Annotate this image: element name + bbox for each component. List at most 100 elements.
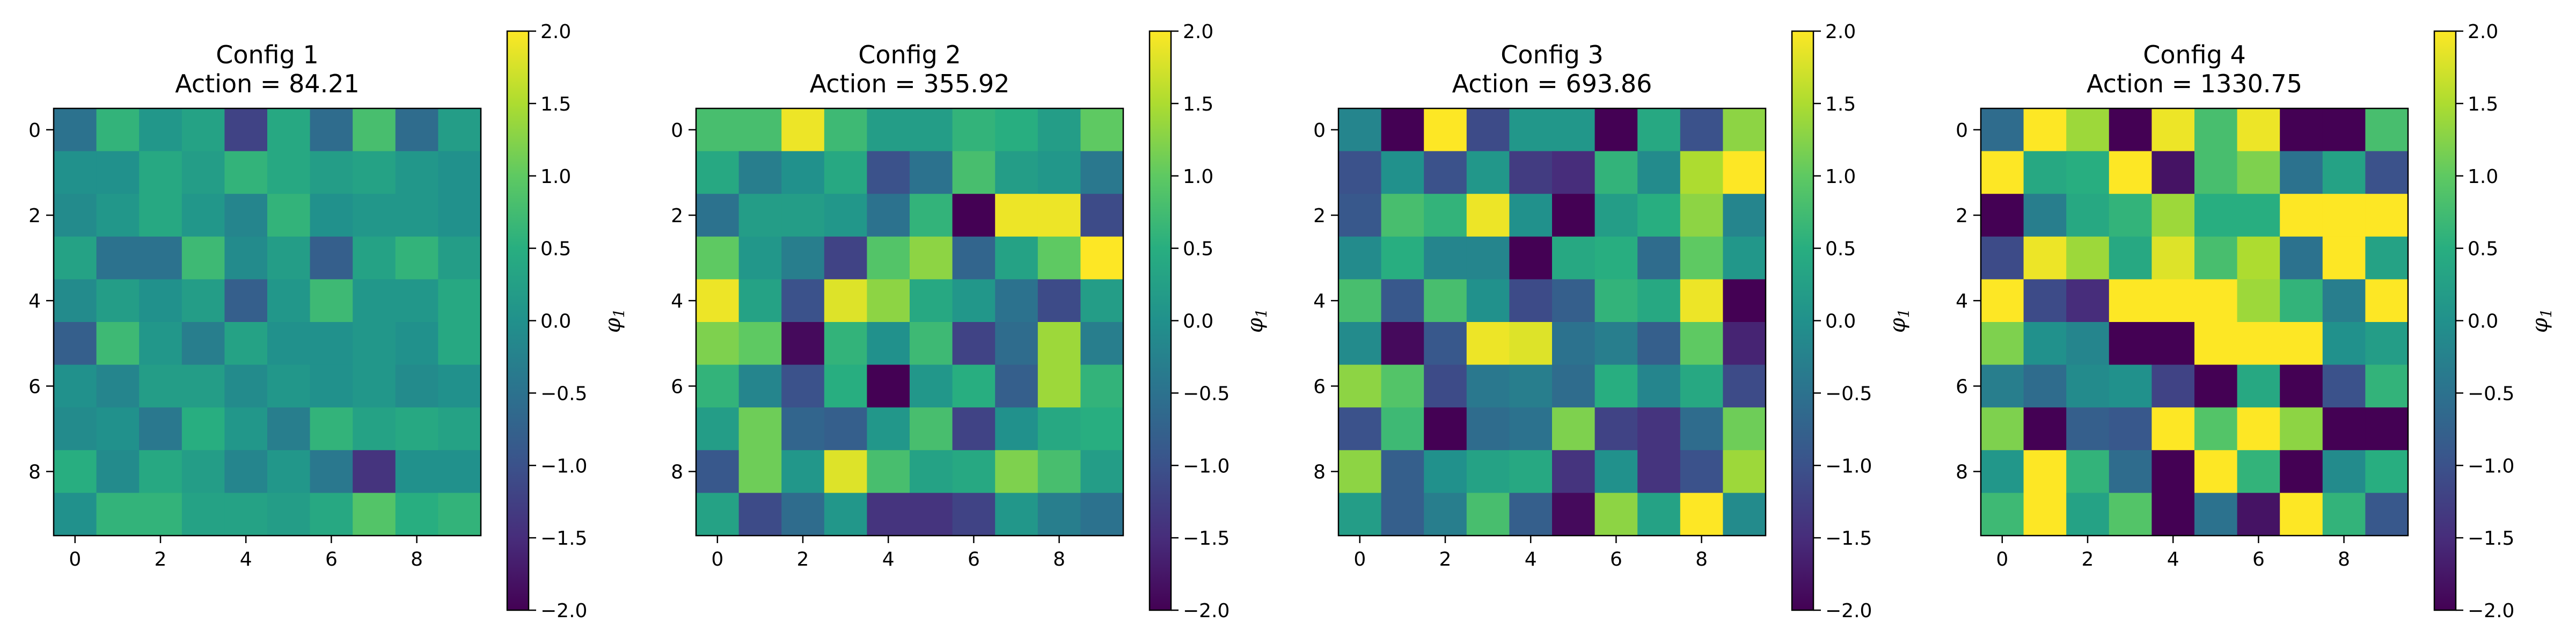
heatmap-cell (1509, 322, 1553, 365)
heatmap-cell (1981, 450, 2024, 493)
heatmap-cell (54, 279, 97, 323)
heatmap-cell (995, 108, 1038, 152)
heatmap-cell (2023, 151, 2067, 194)
colorbar-tick-label: −1.5 (1183, 528, 1230, 550)
heatmap-cell (1552, 108, 1596, 152)
heatmap-cell (224, 194, 268, 237)
heatmap-cell (1381, 279, 1424, 323)
heatmap-cell (1424, 194, 1467, 237)
heatmap-cell (2237, 322, 2280, 365)
x-tick-label: 2 (155, 548, 167, 570)
heatmap-cell (1723, 450, 1766, 493)
heatmap-cell (867, 493, 910, 536)
heatmap-cell (224, 364, 268, 408)
heatmap-cell (1680, 407, 1723, 451)
heatmap-cell (1594, 194, 1638, 237)
heatmap-cell (2280, 493, 2323, 536)
heatmap-cell (2237, 108, 2280, 152)
heatmap-cell (2237, 407, 2280, 451)
heatmap-cell (910, 450, 953, 493)
axes-frame (1337, 107, 1767, 537)
heatmap-cell (824, 364, 867, 408)
heatmap-cell (2066, 236, 2110, 280)
heatmap-cell (2151, 108, 2195, 152)
heatmap-cell (738, 151, 782, 194)
heatmap-cell (54, 194, 97, 237)
heatmap-cell (2365, 151, 2409, 194)
heatmap-cell (1338, 236, 1382, 280)
heatmap-cell (310, 108, 353, 152)
heatmap-cell (2151, 236, 2195, 280)
heatmap-cell (1338, 364, 1382, 408)
heatmap-cell (2322, 407, 2366, 451)
colorbar-label: φ1 (601, 309, 628, 333)
heatmap-cell (952, 279, 996, 323)
y-tick-label: 0 (28, 120, 41, 142)
heatmap-cell (1424, 364, 1467, 408)
heatmap-cell (1381, 236, 1424, 280)
heatmap-cell (353, 322, 396, 365)
heatmap-cell (353, 108, 396, 152)
heatmap-cell (696, 194, 740, 237)
chart-title: Config 2 (858, 40, 961, 69)
x-tick-label: 0 (1996, 548, 2008, 570)
heatmap-cell (54, 450, 97, 493)
heatmap-cell (2066, 322, 2110, 365)
heatmap-cell (867, 236, 910, 280)
colorbar (2433, 30, 2457, 611)
heatmap-cell (1723, 322, 1766, 365)
colorbar-tick-label: −2.0 (2468, 600, 2514, 622)
x-tick-label: 2 (1439, 548, 1452, 570)
heatmap-cell (2151, 151, 2195, 194)
heatmap-cell (2280, 322, 2323, 365)
colorbar-tick-label: 2.0 (540, 21, 571, 43)
y-tick-label: 4 (1956, 290, 1968, 312)
heatmap-cell (2151, 322, 2195, 365)
heatmap-cell (1509, 364, 1553, 408)
heatmap-cell (2109, 279, 2152, 323)
heatmap-cell (2023, 407, 2067, 451)
heatmap-cell (1594, 322, 1638, 365)
heatmap-cell (824, 450, 867, 493)
heatmap-cell (1637, 194, 1681, 237)
x-tick-label: 8 (1695, 548, 1708, 570)
heatmap-cell (1037, 493, 1081, 536)
heatmap-cell (1037, 108, 1081, 152)
heatmap-cell (139, 194, 182, 237)
colorbar-tick-label: 0.5 (540, 238, 571, 260)
heatmap-cell (1338, 322, 1382, 365)
heatmap-cell (696, 450, 740, 493)
heatmap-cell (2280, 407, 2323, 451)
heatmap-cell (824, 194, 867, 237)
heatmap-cell (824, 407, 867, 451)
heatmap-cell (1381, 407, 1424, 451)
heatmap-cell (1509, 493, 1553, 536)
heatmap-cell (438, 108, 481, 152)
heatmap-cell (696, 279, 740, 323)
heatmap-cell (696, 407, 740, 451)
heatmap-cell (2023, 194, 2067, 237)
heatmap-cell (952, 407, 996, 451)
heatmap-cell (1509, 194, 1553, 237)
heatmap-cell (310, 194, 353, 237)
y-tick-label: 6 (28, 376, 41, 398)
colorbar-tick-label: −0.5 (1183, 383, 1230, 405)
heatmap-cell (2322, 279, 2366, 323)
heatmap-cell (181, 450, 225, 493)
colorbar-tick-label: 0.0 (1825, 311, 1856, 333)
heatmap-cell (438, 236, 481, 280)
heatmap-cell (781, 194, 825, 237)
heatmap-cell (1509, 151, 1553, 194)
heatmap-cell (353, 279, 396, 323)
heatmap-cell (2237, 279, 2280, 323)
y-tick-label: 8 (28, 462, 41, 484)
heatmap-cell (224, 493, 268, 536)
x-tick-label: 6 (325, 548, 338, 570)
colorbar-tick-label: 1.5 (540, 93, 571, 115)
heatmap-cell (310, 151, 353, 194)
heatmap-cell (224, 450, 268, 493)
heatmap-cell (267, 493, 311, 536)
